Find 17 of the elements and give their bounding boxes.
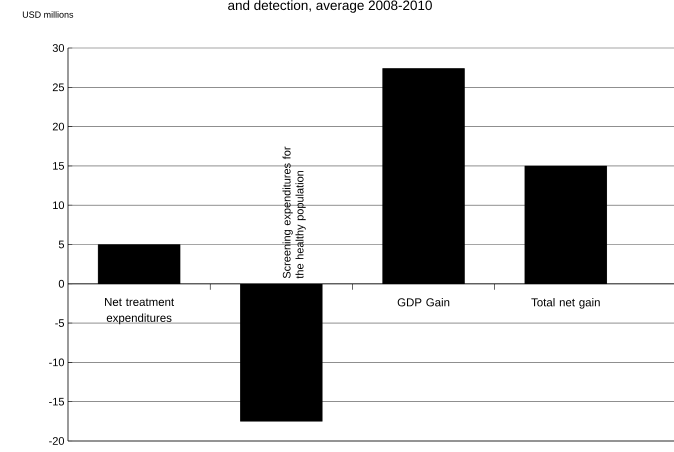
y-axis-title: USD millions <box>22 11 74 18</box>
x-tick-label: Screening expenditures for the healthy population <box>282 146 306 278</box>
y-tick-label: -20 <box>49 437 64 445</box>
y-tick-label: -10 <box>49 358 64 366</box>
y-tick-label: 30 <box>52 44 64 52</box>
y-tick-label: 0 <box>58 280 64 288</box>
x-tick-label: GDP Gain <box>398 298 450 306</box>
x-tick-label: Total net gain <box>531 298 600 309</box>
x-tick-label: Net treatment expenditures <box>105 298 174 324</box>
y-tick-label: -15 <box>49 398 64 406</box>
y-tick-label: 5 <box>58 240 64 248</box>
y-tick-label: 25 <box>52 83 64 92</box>
y-tick-label: 10 <box>53 201 64 210</box>
y-tick-label: 15 <box>53 162 64 170</box>
y-tick-label: -5 <box>55 319 64 327</box>
chart-title: and detection, average 2008-2010 <box>228 0 432 13</box>
y-tick-label: 20 <box>52 122 64 130</box>
